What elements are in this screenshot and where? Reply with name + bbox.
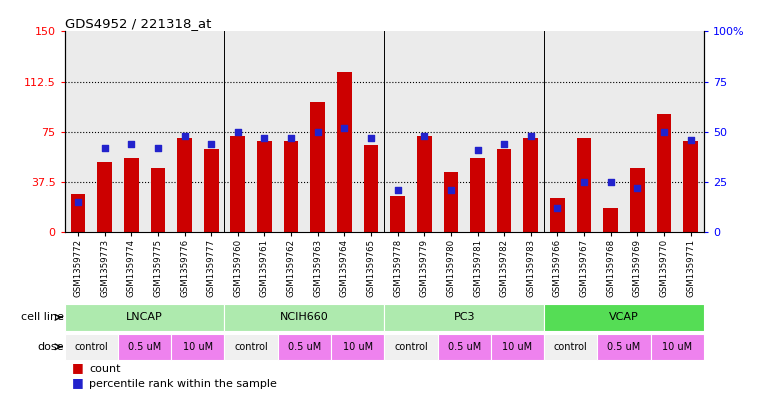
Point bbox=[684, 136, 696, 143]
Text: control: control bbox=[234, 342, 268, 352]
Bar bbox=[470, 158, 485, 232]
Bar bbox=[577, 138, 591, 232]
Text: count: count bbox=[89, 364, 120, 374]
Point bbox=[419, 132, 431, 139]
Point bbox=[658, 129, 670, 135]
Text: cell line: cell line bbox=[21, 312, 64, 322]
Text: percentile rank within the sample: percentile rank within the sample bbox=[89, 379, 277, 389]
Bar bbox=[331, 334, 384, 360]
Bar bbox=[278, 334, 331, 360]
Text: control: control bbox=[554, 342, 587, 352]
Text: 10 uM: 10 uM bbox=[183, 342, 213, 352]
Bar bbox=[497, 149, 511, 232]
Bar bbox=[204, 149, 218, 232]
Point bbox=[178, 132, 190, 139]
Point bbox=[312, 129, 324, 135]
Bar bbox=[257, 141, 272, 232]
Bar bbox=[683, 141, 698, 232]
Bar bbox=[65, 304, 224, 331]
Bar bbox=[630, 168, 645, 232]
Bar bbox=[417, 136, 431, 232]
Text: ■: ■ bbox=[72, 362, 84, 375]
Point bbox=[338, 125, 350, 131]
Point bbox=[285, 134, 297, 141]
Text: control: control bbox=[75, 342, 108, 352]
Bar bbox=[284, 141, 298, 232]
Point bbox=[444, 187, 457, 193]
Bar bbox=[71, 195, 85, 232]
Point bbox=[205, 141, 218, 147]
Point bbox=[391, 187, 403, 193]
Bar bbox=[544, 334, 597, 360]
Bar bbox=[171, 334, 224, 360]
Point bbox=[471, 147, 484, 153]
Bar bbox=[224, 334, 278, 360]
Bar bbox=[151, 168, 165, 232]
Bar bbox=[65, 334, 118, 360]
Bar bbox=[224, 304, 384, 331]
Bar bbox=[390, 196, 405, 232]
Bar bbox=[384, 304, 544, 331]
Text: VCAP: VCAP bbox=[609, 312, 639, 322]
Bar bbox=[118, 334, 171, 360]
Text: NCIH660: NCIH660 bbox=[280, 312, 329, 322]
Point bbox=[231, 129, 244, 135]
Bar bbox=[603, 208, 618, 232]
Bar bbox=[177, 138, 192, 232]
Bar bbox=[657, 114, 671, 232]
Text: dose: dose bbox=[37, 342, 64, 352]
Point bbox=[151, 145, 164, 151]
Point bbox=[125, 141, 137, 147]
Bar bbox=[231, 136, 245, 232]
Bar bbox=[444, 172, 458, 232]
Bar bbox=[491, 334, 544, 360]
Bar bbox=[524, 138, 538, 232]
Point bbox=[631, 185, 643, 191]
Bar bbox=[651, 334, 704, 360]
Point bbox=[72, 198, 84, 205]
Text: 0.5 uM: 0.5 uM bbox=[607, 342, 641, 352]
Point bbox=[524, 132, 537, 139]
Point bbox=[578, 178, 590, 185]
Bar bbox=[310, 102, 325, 232]
Text: 10 uM: 10 uM bbox=[342, 342, 373, 352]
Text: 0.5 uM: 0.5 uM bbox=[128, 342, 161, 352]
Text: 0.5 uM: 0.5 uM bbox=[288, 342, 321, 352]
Bar bbox=[384, 334, 438, 360]
Text: control: control bbox=[394, 342, 428, 352]
Text: 10 uM: 10 uM bbox=[662, 342, 693, 352]
Text: ■: ■ bbox=[72, 376, 84, 389]
Text: GDS4952 / 221318_at: GDS4952 / 221318_at bbox=[65, 17, 211, 30]
Point bbox=[551, 205, 563, 211]
Bar bbox=[438, 334, 491, 360]
Point bbox=[365, 134, 377, 141]
Bar bbox=[124, 158, 139, 232]
Point bbox=[98, 145, 111, 151]
Point bbox=[258, 134, 271, 141]
Bar bbox=[337, 72, 352, 232]
Point bbox=[498, 141, 510, 147]
Text: 0.5 uM: 0.5 uM bbox=[447, 342, 481, 352]
Point bbox=[604, 178, 616, 185]
Bar bbox=[550, 198, 565, 232]
Bar bbox=[364, 145, 378, 232]
Text: LNCAP: LNCAP bbox=[126, 312, 163, 322]
Text: PC3: PC3 bbox=[454, 312, 475, 322]
Text: 10 uM: 10 uM bbox=[502, 342, 533, 352]
Bar bbox=[597, 334, 651, 360]
Bar bbox=[97, 162, 112, 232]
Bar bbox=[544, 304, 704, 331]
